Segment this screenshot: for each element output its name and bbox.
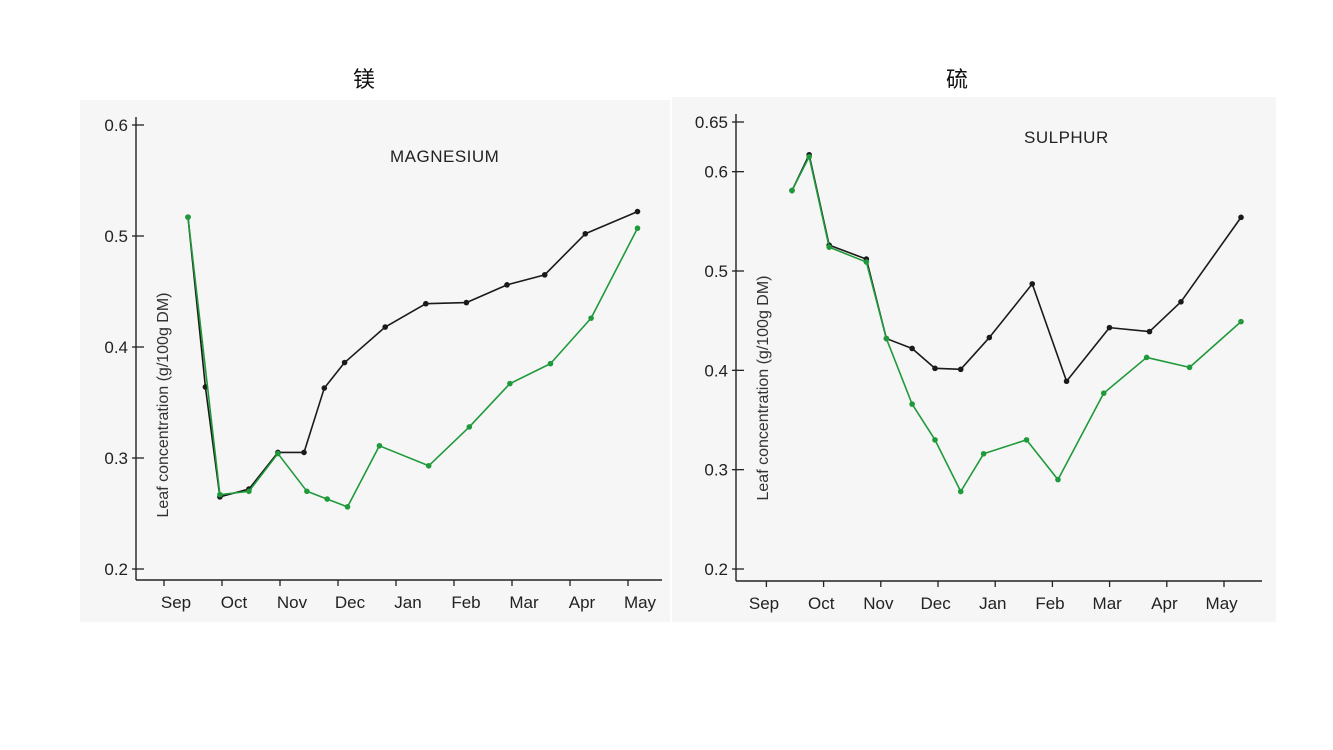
y-tick-label: 0.5 — [104, 227, 128, 246]
data-point — [425, 462, 432, 469]
x-tick-label: Feb — [451, 593, 480, 612]
x-tick-label: Dec — [920, 594, 951, 613]
data-point — [634, 225, 641, 232]
data-point — [909, 401, 915, 407]
y-tick-label: 0.5 — [704, 262, 728, 281]
data-point — [932, 365, 938, 372]
data-point — [588, 315, 594, 321]
data-point — [909, 345, 915, 352]
y-tick-label: 0.3 — [104, 449, 128, 468]
data-point — [883, 335, 890, 342]
data-point — [1143, 354, 1150, 361]
x-tick-label: Apr — [569, 593, 596, 612]
data-point — [1029, 281, 1036, 287]
left-panel-title: 镁 — [353, 68, 376, 93]
data-point — [185, 214, 191, 220]
y-tick-label: 0.4 — [104, 338, 128, 357]
y-tick-label: 0.4 — [704, 361, 728, 380]
data-point — [1178, 298, 1184, 305]
x-tick-label: May — [624, 593, 657, 612]
data-point — [1100, 390, 1107, 396]
data-point — [324, 496, 330, 502]
y-tick-label: 0.6 — [104, 116, 128, 135]
series-line-1 — [187, 217, 639, 508]
data-point — [344, 504, 351, 510]
magnesium-chart: 0.2 0.3 0.4 0.5 0.6 Sep Oct Nov Dec Jan Feb Mar Apr M… — [80, 100, 670, 622]
x-tick-label: Sep — [749, 594, 779, 613]
data-point — [1146, 328, 1153, 335]
data-point — [826, 244, 832, 250]
data-point — [1238, 214, 1244, 221]
y-tick-label: 0.2 — [704, 560, 728, 579]
data-point — [423, 300, 429, 307]
data-point — [504, 282, 510, 288]
chart-title: MAGNESIUM — [390, 147, 499, 166]
x-tick-label: Oct — [808, 594, 835, 613]
x-tick-label: Mar — [1093, 594, 1123, 613]
data-point — [1106, 324, 1113, 331]
sulphur-chart: 0.2 0.3 0.4 0.5 0.6 0.65 Sep Oct Nov Dec Jan Feb Mar… — [672, 97, 1276, 622]
data-point — [582, 230, 589, 237]
data-point — [1063, 378, 1070, 385]
data-point — [789, 187, 795, 194]
x-tick-label: Jan — [394, 593, 421, 612]
x-tick-label: Apr — [1151, 594, 1178, 613]
y-axis-label: Leaf concentration (g/100g DM) — [755, 275, 772, 500]
data-point — [304, 488, 310, 495]
y-tick-label: 0.6 — [704, 163, 728, 182]
x-tick-label: Sep — [161, 593, 191, 612]
data-point — [507, 380, 513, 387]
data-point — [1055, 476, 1061, 483]
plot-background — [672, 97, 1276, 622]
data-point — [301, 449, 307, 456]
data-point — [863, 259, 870, 265]
data-point — [321, 385, 328, 391]
data-point — [275, 450, 281, 457]
data-point — [1023, 437, 1030, 443]
y-tick-label: 0.2 — [104, 560, 128, 579]
data-point — [932, 437, 938, 443]
x-tick-label: Jan — [979, 594, 1006, 613]
data-point — [246, 488, 252, 495]
x-tick-label: Oct — [221, 593, 248, 612]
y-tick-label: 0.3 — [704, 461, 728, 480]
data-point — [466, 424, 473, 430]
y-tick-label: 0.65 — [695, 113, 728, 132]
x-tick-label: Feb — [1035, 594, 1064, 613]
data-point — [980, 450, 987, 457]
data-point — [634, 208, 641, 215]
data-point — [1238, 318, 1244, 325]
data-point — [957, 488, 964, 495]
data-point — [957, 366, 964, 373]
data-point — [1186, 364, 1193, 371]
chart-title: SULPHUR — [1024, 128, 1109, 147]
x-tick-label: Mar — [509, 593, 539, 612]
data-point — [382, 324, 389, 330]
data-point — [463, 299, 470, 306]
x-tick-label: Dec — [335, 593, 366, 612]
data-point — [547, 360, 554, 367]
y-axis-label: Leaf concentration (g/100g DM) — [155, 292, 172, 517]
x-tick-label: Nov — [277, 593, 308, 612]
right-panel-title: 硫 — [946, 68, 969, 93]
x-tick-label: May — [1206, 594, 1239, 613]
data-point — [217, 491, 223, 498]
data-point — [341, 359, 348, 366]
plot-background — [80, 100, 670, 622]
x-tick-label: Nov — [863, 594, 894, 613]
data-point — [376, 442, 383, 449]
data-point — [986, 334, 993, 341]
data-point — [806, 153, 812, 160]
data-point — [541, 272, 548, 278]
